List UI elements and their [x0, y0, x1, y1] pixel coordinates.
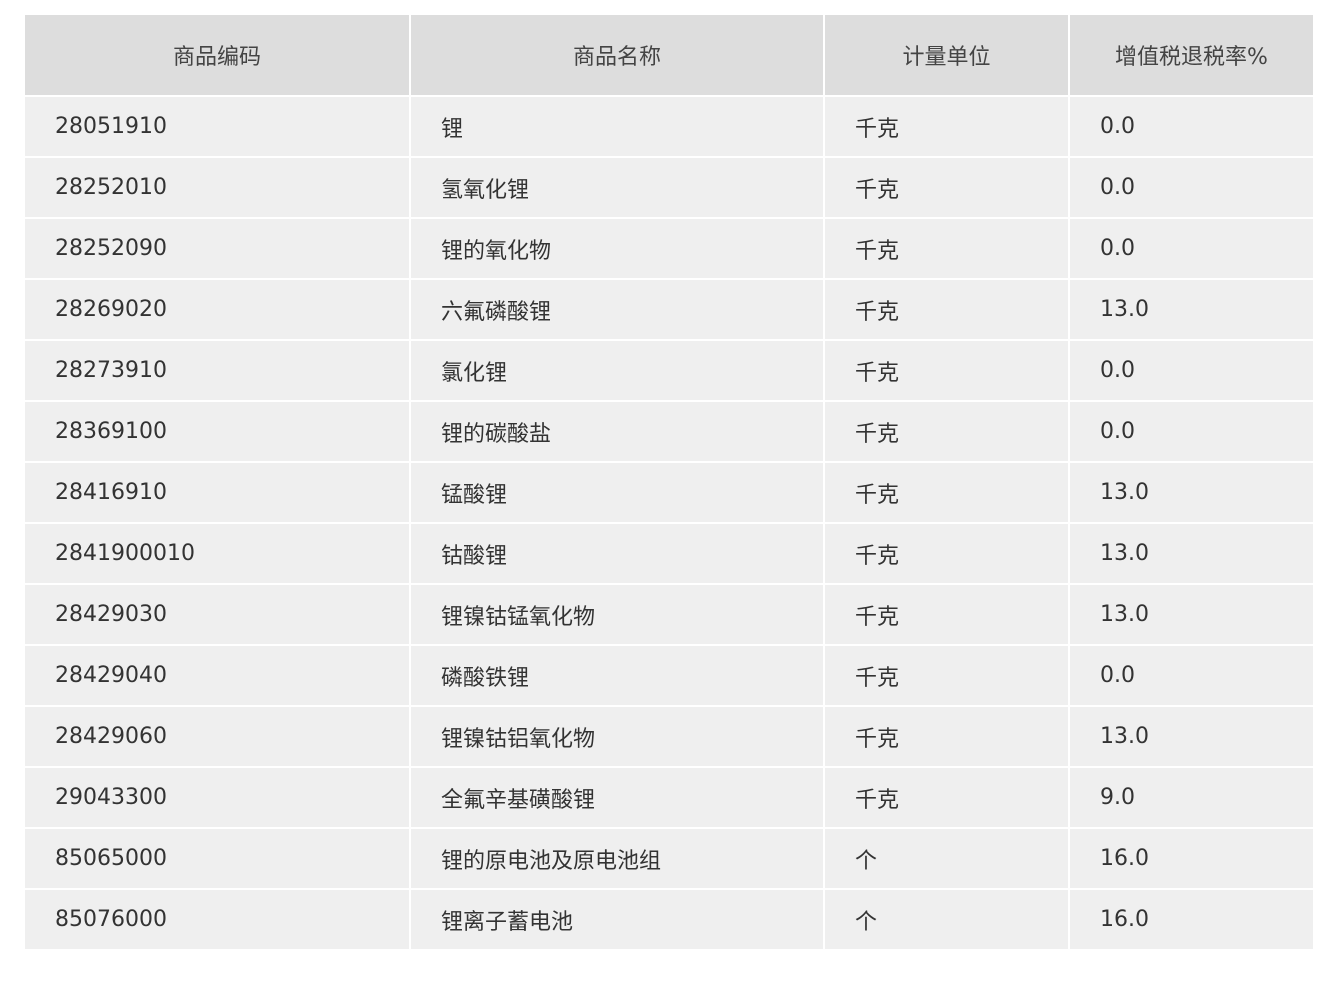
product-name-cell: 锂的氧化物: [409, 217, 825, 280]
product-name-cell: 六氟磷酸锂: [409, 278, 825, 341]
product-name-cell: 氯化锂: [409, 339, 825, 402]
product-code-cell: 28269020: [23, 278, 411, 341]
rebate-rate-cell: 16.0: [1068, 827, 1315, 890]
rebate-rate-cell: 0.0: [1068, 400, 1315, 463]
rebate-rate-cell: 13.0: [1068, 705, 1315, 768]
table-row: 29043300 全氟辛基磺酸锂 千克 9.0: [23, 766, 1315, 829]
unit-cell: 千克: [823, 400, 1070, 463]
header-row: 商品编码 商品名称 计量单位 增值税退税率%: [23, 13, 1315, 97]
product-name-cell: 磷酸铁锂: [409, 644, 825, 707]
product-name-cell: 氢氧化锂: [409, 156, 825, 219]
product-code-cell: 28051910: [23, 95, 411, 158]
table-row: 85076000 锂离子蓄电池个 16.0: [23, 888, 1315, 951]
unit-cell: 千克: [823, 461, 1070, 524]
unit-cell: 个: [823, 827, 1070, 890]
product-name-cell: 钴酸锂: [409, 522, 825, 585]
table-row: 28416910 锰酸锂 千克 13.0: [23, 461, 1315, 524]
product-code-cell: 29043300: [23, 766, 411, 829]
unit-cell: 千克: [823, 705, 1070, 768]
product-name-cell: 锂镍钴铝氧化物: [409, 705, 825, 768]
product-code-cell: 28273910: [23, 339, 411, 402]
unit-cell: 个: [823, 888, 1070, 951]
table-body: 28051910 锂千克 0.0 28252010 氢氧化锂 千克 0.0 28252090 锂…: [23, 95, 1315, 951]
table-row: 28369100 锂的碳酸盐 千克 0.0: [23, 400, 1315, 463]
table-row: 28252010 氢氧化锂 千克 0.0: [23, 156, 1315, 219]
table-row: 2841900010 钴酸锂 千克 13.0: [23, 522, 1315, 585]
rebate-rate-cell: 16.0: [1068, 888, 1315, 951]
rebate-rate-cell: 9.0: [1068, 766, 1315, 829]
product-code-cell: 28252090: [23, 217, 411, 280]
tax-rebate-table: 商品编码 商品名称 计量单位 增值税退税率% 28051910 锂千克 0.0 282…: [23, 13, 1315, 951]
unit-cell: 千克: [823, 95, 1070, 158]
product-name-cell: 锂的原电池及原电池组: [409, 827, 825, 890]
rebate-rate-cell: 0.0: [1068, 217, 1315, 280]
table-row: 28429060 锂镍钴铝氧化物 千克 13.0: [23, 705, 1315, 768]
product-code-cell: 28369100: [23, 400, 411, 463]
product-name-cell: 锰酸锂: [409, 461, 825, 524]
unit-cell: 千克: [823, 217, 1070, 280]
product-name-cell: 锂离子蓄电池: [409, 888, 825, 951]
header-product-code: 商品编码: [23, 13, 411, 97]
rebate-rate-cell: 0.0: [1068, 644, 1315, 707]
unit-cell: 千克: [823, 583, 1070, 646]
table-row: 28051910 锂千克 0.0: [23, 95, 1315, 158]
table-header: 商品编码 商品名称 计量单位 增值税退税率%: [23, 13, 1315, 97]
rebate-rate-cell: 13.0: [1068, 278, 1315, 341]
table-row: 28429040 磷酸铁锂 千克 0.0: [23, 644, 1315, 707]
rebate-rate-cell: 13.0: [1068, 461, 1315, 524]
table-row: 28269020 六氟磷酸锂 千克 13.0: [23, 278, 1315, 341]
unit-cell: 千克: [823, 644, 1070, 707]
unit-cell: 千克: [823, 766, 1070, 829]
rebate-rate-cell: 13.0: [1068, 522, 1315, 585]
unit-cell: 千克: [823, 278, 1070, 341]
product-code-cell: 28252010: [23, 156, 411, 219]
rebate-rate-cell: 13.0: [1068, 583, 1315, 646]
header-rebate-rate: 增值税退税率%: [1068, 13, 1315, 97]
product-code-cell: 28429060: [23, 705, 411, 768]
table-row: 28252090 锂的氧化物 千克 0.0: [23, 217, 1315, 280]
product-code-cell: 85065000: [23, 827, 411, 890]
product-name-cell: 全氟辛基磺酸锂: [409, 766, 825, 829]
product-name-cell: 锂镍钴锰氧化物: [409, 583, 825, 646]
table-row: 28273910 氯化锂 千克 0.0: [23, 339, 1315, 402]
table-row: 85065000 锂的原电池及原电池组个 16.0: [23, 827, 1315, 890]
product-code-cell: 28416910: [23, 461, 411, 524]
unit-cell: 千克: [823, 156, 1070, 219]
table-row: 28429030 锂镍钴锰氧化物 千克 13.0: [23, 583, 1315, 646]
product-code-cell: 28429040: [23, 644, 411, 707]
product-code-cell: 2841900010: [23, 522, 411, 585]
rebate-rate-cell: 0.0: [1068, 156, 1315, 219]
unit-cell: 千克: [823, 339, 1070, 402]
header-unit: 计量单位: [823, 13, 1070, 97]
product-name-cell: 锂: [409, 95, 825, 158]
product-code-cell: 28429030: [23, 583, 411, 646]
rebate-rate-cell: 0.0: [1068, 339, 1315, 402]
unit-cell: 千克: [823, 522, 1070, 585]
product-code-cell: 85076000: [23, 888, 411, 951]
rebate-rate-cell: 0.0: [1068, 95, 1315, 158]
product-name-cell: 锂的碳酸盐: [409, 400, 825, 463]
header-product-name: 商品名称: [409, 13, 825, 97]
